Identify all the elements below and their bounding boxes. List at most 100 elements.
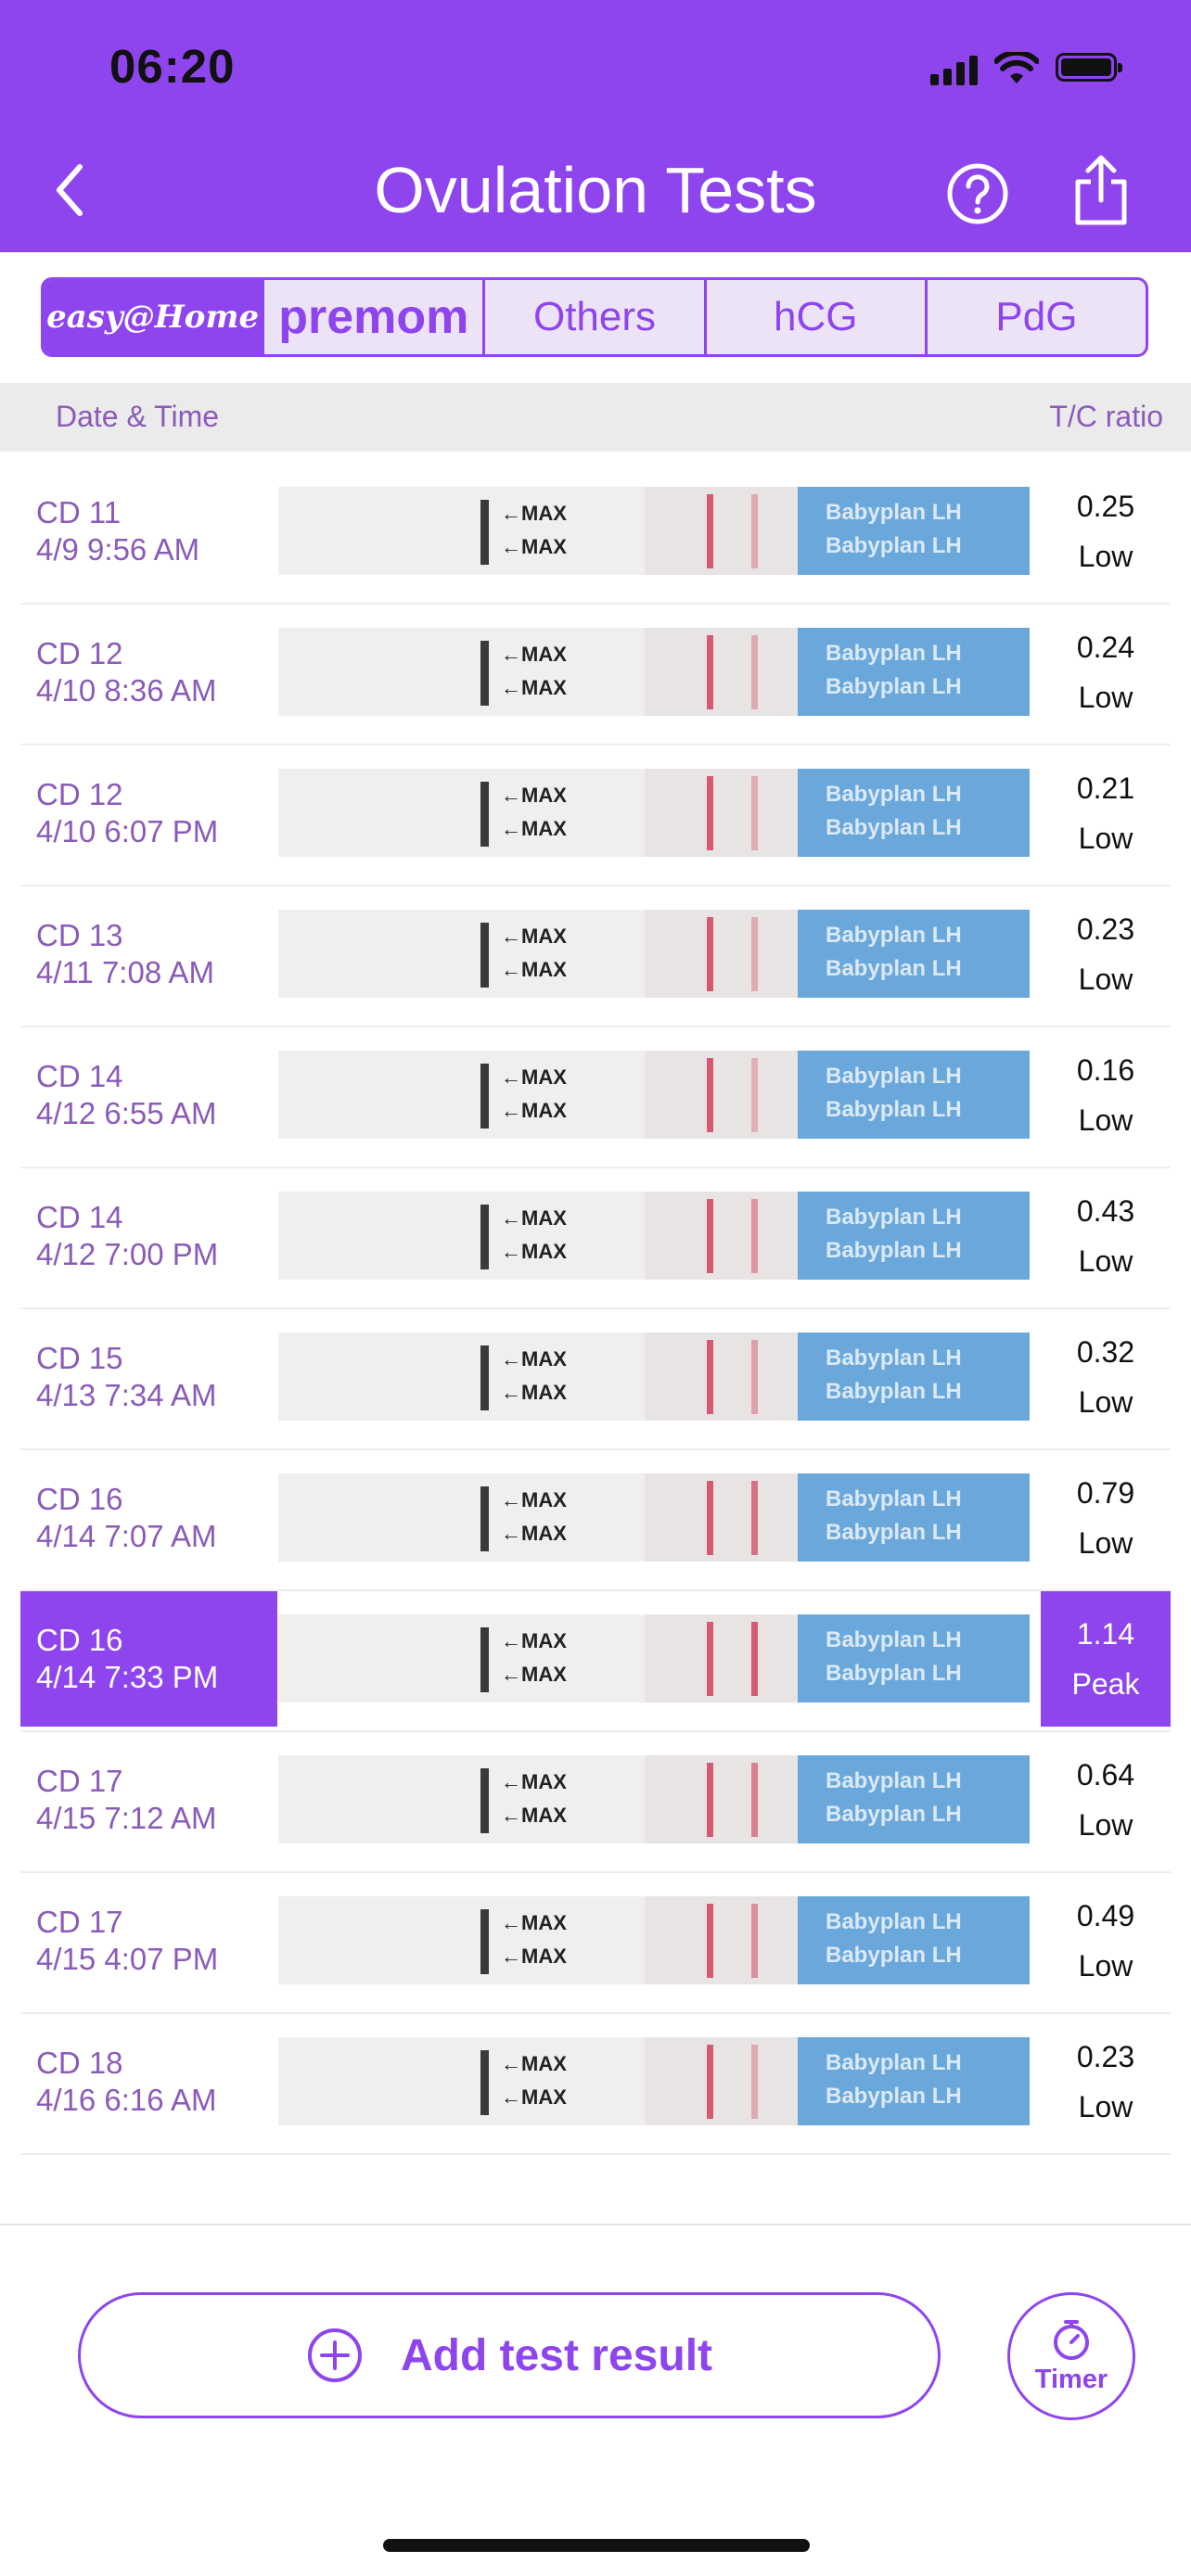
test-row[interactable]: CD 14 4/12 6:55 AM ←MAX ←MAX Babyplan LH Baby…	[20, 1027, 1171, 1168]
test-strip-image: ←MAX ←MAX Babyplan LH Babyplan LH	[278, 1755, 1030, 1843]
tc-ratio-cell: 0.43 Low	[1041, 1168, 1171, 1304]
strip-result-window	[645, 769, 821, 857]
tc-ratio-cell: 0.79 Low	[1041, 1450, 1171, 1586]
test-date-cell: CD 14 4/12 7:00 PM	[20, 1168, 277, 1304]
strip-handle	[798, 628, 1030, 716]
top-bar: 06:20 Ovulation Tests	[0, 0, 1191, 252]
test-line	[751, 1763, 758, 1837]
max-label: ←MAX	[501, 1911, 567, 1934]
tab-pdg[interactable]: PdG	[924, 280, 1146, 354]
test-line	[751, 2045, 758, 2119]
test-date-cell: CD 14 4/12 6:55 AM	[20, 1027, 277, 1163]
strip-brand-text: Babyplan LH	[826, 2050, 962, 2075]
tc-ratio-value: 1.14	[1076, 1617, 1135, 1651]
strip-handle	[798, 769, 1030, 857]
strip-handle	[798, 1333, 1030, 1421]
tab-others[interactable]: Others	[482, 280, 703, 354]
column-header: Date & Time T/C ratio	[0, 383, 1191, 452]
test-row[interactable]: CD 18 4/16 6:16 AM ←MAX ←MAX Babyplan LH Baby…	[20, 2014, 1171, 2155]
home-indicator	[383, 2539, 810, 2552]
test-strip-image: ←MAX ←MAX Babyplan LH Babyplan LH	[278, 2037, 1030, 2125]
tc-ratio-value: 0.24	[1076, 631, 1135, 664]
test-row[interactable]: CD 12 4/10 6:07 PM ←MAX ←MAX Babyplan LH Baby…	[20, 746, 1171, 886]
max-label: ←MAX	[501, 1522, 567, 1545]
test-date-cell: CD 16 4/14 7:33 PM	[20, 1591, 277, 1727]
tc-ratio-column-label: T/C ratio	[1049, 400, 1163, 433]
control-line	[707, 917, 713, 991]
max-label: ←MAX	[501, 535, 567, 558]
test-row[interactable]: CD 17 4/15 4:07 PM ←MAX ←MAX Babyplan LH Baby…	[20, 1873, 1171, 2014]
strip-brand-text: Babyplan LH	[826, 1627, 962, 1652]
test-row[interactable]: CD 11 4/9 9:56 AM ←MAX ←MAX Babyplan LH Babyp…	[20, 464, 1171, 605]
test-strip-image: ←MAX ←MAX Babyplan LH Babyplan LH	[278, 487, 1030, 575]
test-row[interactable]: CD 12 4/10 8:36 AM ←MAX ←MAX Babyplan LH Baby…	[20, 605, 1171, 746]
strip-brand-text: Babyplan LH	[826, 1486, 962, 1511]
test-date-cell: CD 17 4/15 4:07 PM	[20, 1873, 277, 2009]
strip-brand-text: Babyplan LH	[826, 533, 962, 558]
test-row[interactable]: CD 14 4/12 7:00 PM ←MAX ←MAX Babyplan LH Baby…	[20, 1168, 1171, 1309]
strip-max-line	[480, 1205, 489, 1269]
test-line	[751, 1904, 758, 1978]
test-line	[751, 1340, 758, 1414]
test-date-cell: CD 12 4/10 8:36 AM	[20, 605, 277, 740]
strip-brand-text: Babyplan LH	[826, 1345, 962, 1371]
strip-result-window	[645, 910, 821, 998]
strip-result-window	[645, 2037, 821, 2125]
test-row[interactable]: CD 17 4/15 7:12 AM ←MAX ←MAX Babyplan LH Baby…	[20, 1732, 1171, 1873]
strip-brand-text: Babyplan LH	[826, 1379, 962, 1404]
strip-handle	[798, 1192, 1030, 1280]
strip-max-line	[480, 1627, 489, 1692]
battery-icon	[1056, 53, 1122, 82]
divider	[0, 2224, 1191, 2225]
cellular-signal-icon	[930, 56, 978, 85]
timer-button[interactable]: Timer	[1007, 2292, 1135, 2420]
strip-result-window	[645, 628, 821, 716]
tab-premom[interactable]: premom	[262, 280, 483, 354]
share-button[interactable]	[1069, 154, 1133, 228]
cycle-day: CD 14	[36, 1200, 123, 1234]
test-datetime: 4/12 7:00 PM	[36, 1237, 219, 1271]
cycle-day: CD 13	[36, 918, 123, 952]
test-line	[751, 1622, 758, 1696]
test-row[interactable]: CD 15 4/13 7:34 AM ←MAX ←MAX Babyplan LH Baby…	[20, 1309, 1171, 1450]
test-datetime: 4/13 7:34 AM	[36, 1378, 217, 1412]
strip-brand-text: Babyplan LH	[826, 1802, 962, 1827]
strip-brand-text: Babyplan LH	[826, 500, 962, 525]
add-test-result-button[interactable]: Add test result	[78, 2292, 941, 2418]
max-label: ←MAX	[501, 1099, 567, 1122]
help-button[interactable]	[946, 162, 1009, 225]
test-date-cell: CD 17 4/15 7:12 AM	[20, 1732, 277, 1868]
test-row[interactable]: CD 16 4/14 7:07 AM ←MAX ←MAX Babyplan LH Baby…	[20, 1450, 1171, 1591]
strip-max-line	[480, 1909, 489, 1974]
test-line	[751, 1481, 758, 1555]
add-test-result-label: Add test result	[400, 2330, 713, 2380]
strip-handle	[798, 1473, 1030, 1562]
tab-easy-at-home[interactable]: easy@Home	[44, 280, 263, 354]
cycle-day: CD 15	[36, 1341, 123, 1375]
test-strip-image: ←MAX ←MAX Babyplan LH Babyplan LH	[278, 1333, 1030, 1421]
test-date-cell: CD 13 4/11 7:08 AM	[20, 886, 277, 1022]
test-row[interactable]: CD 16 4/14 7:33 PM ←MAX ←MAX Babyplan LH Baby…	[20, 1591, 1171, 1732]
strip-result-window	[645, 1755, 821, 1843]
tc-ratio-cell: 0.24 Low	[1041, 605, 1171, 740]
tc-ratio-value: 0.49	[1076, 1899, 1135, 1932]
max-label: ←MAX	[501, 1206, 567, 1230]
tc-ratio-cell: 1.14 Peak	[1041, 1591, 1171, 1727]
strip-brand-text: Babyplan LH	[826, 641, 962, 666]
strip-brand-text: Babyplan LH	[826, 1097, 962, 1122]
control-line	[707, 1622, 713, 1696]
test-list: CD 11 4/9 9:56 AM ←MAX ←MAX Babyplan LH Babyp…	[0, 464, 1191, 2155]
control-line	[707, 635, 713, 709]
back-button[interactable]	[46, 158, 93, 223]
tab-hcg[interactable]: hCG	[703, 280, 925, 354]
test-row[interactable]: CD 13 4/11 7:08 AM ←MAX ←MAX Babyplan LH Baby…	[20, 886, 1171, 1027]
strip-brand-text: Babyplan LH	[826, 1661, 962, 1686]
tc-level: Low	[1078, 963, 1133, 996]
strip-brand-text: Babyplan LH	[826, 1520, 962, 1545]
strip-handle	[798, 1755, 1030, 1843]
wifi-icon	[994, 52, 1039, 83]
strip-result-window	[645, 1896, 821, 1984]
cycle-day: CD 12	[36, 777, 123, 811]
status-time: 06:20	[109, 40, 236, 93]
test-datetime: 4/14 7:33 PM	[36, 1660, 219, 1694]
